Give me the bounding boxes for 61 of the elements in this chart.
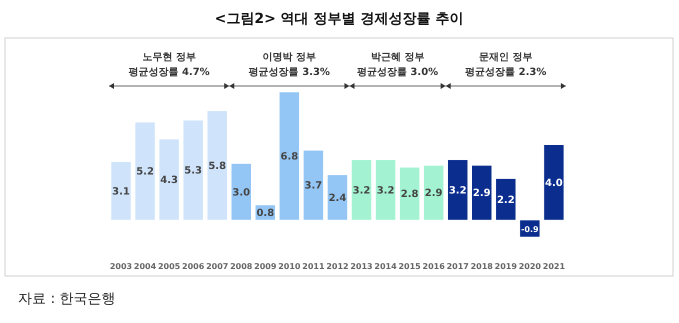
text: 자료 : 한국은행 xyxy=(18,291,116,307)
data-label: 2.9 xyxy=(424,188,443,200)
bar xyxy=(279,92,300,220)
data-label: 5.8 xyxy=(208,160,226,172)
bar xyxy=(375,160,396,220)
bar xyxy=(399,167,420,220)
data-label: 2.8 xyxy=(400,189,418,200)
bar xyxy=(423,165,444,220)
x-tick-label: 2012 xyxy=(326,262,349,271)
data-label: -0.9 xyxy=(521,225,540,234)
bar xyxy=(110,161,132,220)
data-label: 4.0 xyxy=(545,178,563,189)
bar xyxy=(496,178,516,220)
x-tick-label: 2007 xyxy=(206,262,228,271)
data-label: 2.9 xyxy=(472,188,491,200)
bar xyxy=(158,138,180,220)
data-label: 4.3 xyxy=(160,175,178,186)
x-tick-label: 2003 xyxy=(110,262,132,271)
x-tick-label: 2014 xyxy=(374,262,398,271)
text: 노무현 정부 평균성장률 4.7% xyxy=(128,52,210,78)
bar xyxy=(231,163,252,220)
x-tick-label: 2017 xyxy=(446,262,469,271)
text: 문재인 정부 평균성장률 2.3% xyxy=(465,52,546,78)
x-tick-label: 2018 xyxy=(470,262,494,271)
bar xyxy=(327,174,348,220)
data-label: 3.2 xyxy=(448,185,467,196)
data-label: 3.7 xyxy=(304,180,322,192)
x-tick-label: 2019 xyxy=(494,262,518,271)
x-tick-label: 2010 xyxy=(278,262,301,271)
x-tick-label: 2013 xyxy=(350,262,373,271)
x-tick-label: 2021 xyxy=(542,262,566,271)
bar xyxy=(134,122,156,220)
data-label: 5.3 xyxy=(184,166,202,177)
data-label: 3.0 xyxy=(232,187,250,198)
x-tick-label: 2005 xyxy=(158,262,181,271)
bar xyxy=(544,144,564,220)
data-label: 3.2 xyxy=(352,185,370,196)
x-tick-label: 2006 xyxy=(182,262,205,271)
data-label: 5.2 xyxy=(136,166,154,178)
chart-title: <그림2> 역대 정부별 경제성장률 추이 xyxy=(214,11,464,27)
x-tick-label: 2008 xyxy=(230,262,253,271)
x-tick-label: 2020 xyxy=(518,262,542,271)
data-label: 3.2 xyxy=(376,185,394,196)
bar xyxy=(182,120,204,220)
x-tick-label: 2015 xyxy=(398,262,422,271)
x-tick-label: 2009 xyxy=(254,262,277,271)
data-label: 6.8 xyxy=(280,152,298,163)
x-tick-label: 2016 xyxy=(422,262,446,271)
x-tick-label: 2011 xyxy=(302,262,325,271)
bar xyxy=(447,160,468,220)
data-label: 0.8 xyxy=(256,208,274,220)
text: 박근혜 정부 평균성장률 3.0% xyxy=(356,52,438,78)
bar xyxy=(303,150,324,220)
bar xyxy=(472,165,492,220)
data-label: 2.4 xyxy=(328,192,346,204)
text: 이명박 정부 평균성장률 3.3% xyxy=(248,52,330,78)
data-label: 3.1 xyxy=(112,186,130,198)
x-tick-label: 2004 xyxy=(134,262,157,271)
bar xyxy=(351,160,372,220)
bar xyxy=(206,110,228,220)
data-label: 2.2 xyxy=(496,194,515,206)
